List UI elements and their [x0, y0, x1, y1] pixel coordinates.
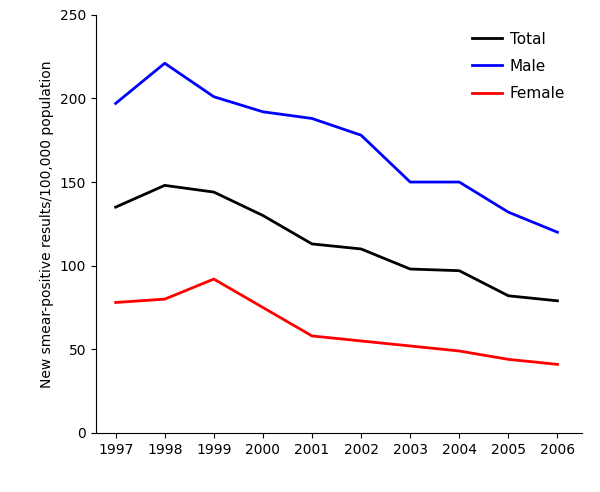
Total [308, 241, 316, 247]
Female [455, 348, 463, 354]
Male [358, 132, 365, 138]
Total [358, 246, 365, 252]
Line: Male: Male [116, 63, 557, 232]
Total [210, 189, 217, 195]
Male [308, 116, 316, 122]
Legend: Total, Male, Female: Total, Male, Female [463, 23, 574, 110]
Total [455, 268, 463, 274]
Male [455, 179, 463, 185]
Total [161, 183, 169, 188]
Female [210, 276, 217, 282]
Female [358, 338, 365, 344]
Line: Total: Total [116, 185, 557, 301]
Y-axis label: New smear-positive results/100,000 population: New smear-positive results/100,000 popul… [40, 60, 55, 388]
Male [505, 209, 512, 215]
Female [505, 356, 512, 362]
Female [407, 343, 414, 349]
Line: Female: Female [116, 279, 557, 365]
Total [505, 293, 512, 299]
Female [161, 296, 169, 302]
Total [407, 266, 414, 272]
Male [161, 61, 169, 66]
Male [407, 179, 414, 185]
Female [554, 362, 561, 368]
Female [308, 333, 316, 339]
Female [112, 300, 119, 306]
Total [112, 204, 119, 210]
Male [554, 229, 561, 235]
Total [554, 298, 561, 304]
Total [259, 213, 266, 218]
Male [210, 94, 217, 100]
Male [112, 100, 119, 106]
Male [259, 109, 266, 115]
Female [259, 305, 266, 310]
